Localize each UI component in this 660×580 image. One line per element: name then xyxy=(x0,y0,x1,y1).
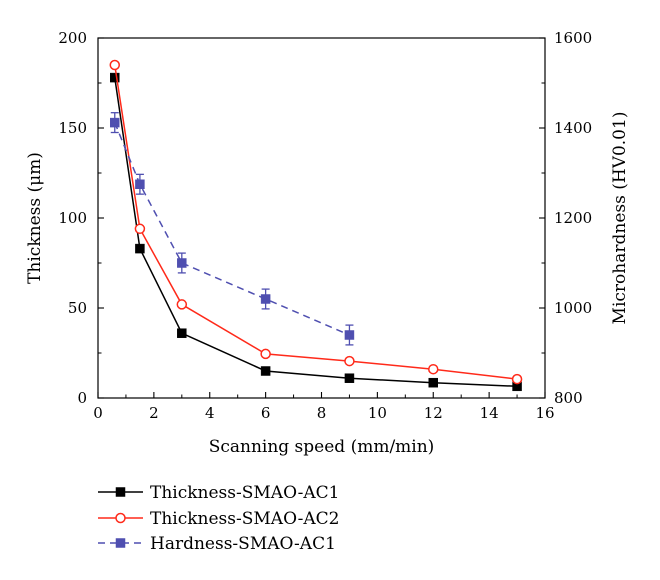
x-tick-label: 0 xyxy=(93,404,103,422)
plot-frame xyxy=(97,37,546,399)
series-2-line xyxy=(114,64,518,380)
y-tick-label: 150 xyxy=(58,119,87,137)
series-1-point xyxy=(177,328,187,338)
x-tick-label: 14 xyxy=(480,404,499,422)
y-tick-label: 100 xyxy=(58,209,87,227)
series-2-point xyxy=(109,59,121,71)
y2-tick-label: 1200 xyxy=(554,209,592,227)
legend-marker-2 xyxy=(115,512,126,524)
x-tick-label: 4 xyxy=(205,404,215,422)
series-1-point xyxy=(428,377,438,388)
y-axis-title: Thickness (μm) xyxy=(25,152,45,284)
x-tick-label: 10 xyxy=(368,404,387,422)
series-3-point xyxy=(177,258,187,268)
y2-tick-label: 1000 xyxy=(554,299,592,317)
legend-label-2: Thickness-SMAO-AC2 xyxy=(150,509,339,529)
legend-marker-3 xyxy=(115,538,126,548)
y2-tick-label: 800 xyxy=(554,389,583,407)
series-1-point xyxy=(344,373,355,383)
y2-tick-label: 1400 xyxy=(554,119,592,137)
x-axis-title: Scanning speed (mm/min) xyxy=(209,437,435,457)
x-tick-label: 2 xyxy=(149,404,159,422)
y-tick-label: 50 xyxy=(68,299,87,317)
series-1-point xyxy=(110,72,120,83)
series-3-point xyxy=(110,117,120,128)
series-1-point xyxy=(260,366,271,376)
legend-label-3: Hardness-SMAO-AC1 xyxy=(150,534,336,554)
series-1-line xyxy=(114,77,518,388)
series-2-point xyxy=(511,373,523,385)
legend-marker-1 xyxy=(115,487,126,497)
y2-tick-label: 1600 xyxy=(554,29,592,47)
y-tick-label: 200 xyxy=(58,29,87,47)
series-1-point xyxy=(135,243,145,254)
x-tick-label: 8 xyxy=(317,404,327,422)
series-3-point xyxy=(344,330,355,340)
series-3-point xyxy=(260,294,271,304)
x-tick-label: 6 xyxy=(261,404,271,422)
series-2-point xyxy=(134,223,146,235)
x-tick-label: 12 xyxy=(424,404,443,422)
series-2-point xyxy=(428,363,439,375)
series-2-point xyxy=(344,355,355,367)
y2-axis-title: Microhardness (HV0.01) xyxy=(610,112,630,325)
y-tick-label: 0 xyxy=(77,389,87,407)
series-2-point xyxy=(260,348,271,360)
x-tick-label: 16 xyxy=(535,404,554,422)
series-2-point xyxy=(176,299,188,310)
series-3-line xyxy=(114,122,350,336)
legend-label-1: Thickness-SMAO-AC1 xyxy=(150,483,339,503)
series-3-point xyxy=(135,179,145,189)
